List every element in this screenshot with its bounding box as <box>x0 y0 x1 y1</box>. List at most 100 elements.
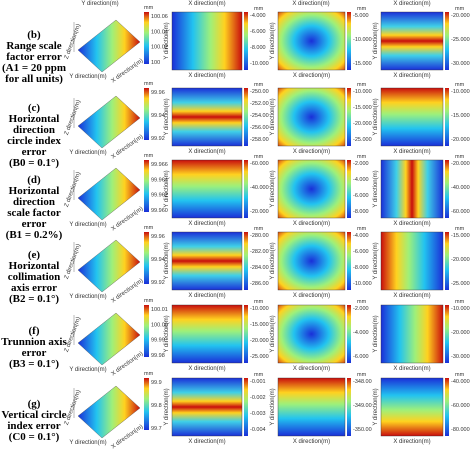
row-label: index error <box>7 420 60 432</box>
colorbar <box>144 378 149 430</box>
row-label: direction <box>13 124 55 136</box>
colorbar-tick: 99.7 <box>151 426 162 432</box>
row-label: (A1 = 20 ppm <box>2 62 66 74</box>
y-axis-label: Y direction(m) <box>69 74 106 80</box>
x-axis-label: X direction(m) <box>188 149 225 155</box>
x-axis-label: X direction(m) <box>188 221 225 227</box>
z-axis-label: Z direction(m) <box>64 23 82 60</box>
colorbar-tick: -2.000 <box>353 161 369 167</box>
colorbar <box>347 160 351 218</box>
colorbar <box>445 12 449 70</box>
colorbar-tick: -15.000 <box>353 61 372 67</box>
colorbar-tick: -6.000 <box>353 249 369 255</box>
heatmap <box>171 231 243 291</box>
colorbar-tick: -25.000 <box>250 354 269 360</box>
colorbar-tick: -0.002 <box>250 395 266 401</box>
x-axis-label: X direction(m) <box>393 149 430 155</box>
colorbar-tick: -10.000 <box>353 281 372 287</box>
x-axis-label: X direction(m) <box>110 206 144 232</box>
x-axis-label: X direction(m) <box>393 73 430 79</box>
row-label: Trunnion axis <box>1 336 67 348</box>
colorbar <box>244 12 248 70</box>
colorbar-tick: -6.000 <box>353 354 369 360</box>
colorbar-tick: -60.000 <box>451 403 470 409</box>
x-axis-label: X direction(m) <box>293 221 330 227</box>
x-axis-label: X direction(m) <box>293 293 330 299</box>
row-label: error <box>22 347 47 359</box>
x-axis-label: X direction(m) <box>393 1 430 7</box>
colorbar-tick: -20.000 <box>250 209 269 215</box>
y-axis-label: Y direction(m) <box>270 98 276 135</box>
colorbar-tick: -5.000 <box>353 13 369 19</box>
colorbar-tick: -20.000 <box>353 121 372 127</box>
row-label: circle index <box>7 135 61 147</box>
colorbar-tick: 99.962 <box>151 193 168 199</box>
colorbar-tick: -30.000 <box>451 354 470 360</box>
z-axis-label: Z direction(m) <box>64 316 82 353</box>
x-axis-label: X direction(m) <box>293 366 330 372</box>
colorbar-tick: -250.00 <box>250 89 269 95</box>
row-label: scale factor <box>7 207 61 219</box>
row-label: Horizontal <box>9 113 60 125</box>
y-axis-label: Y direction(m) <box>69 150 106 156</box>
colorbar <box>144 88 149 140</box>
row-label: (C0 = 0.1°) <box>9 431 60 443</box>
colorbar-tick: -10.000 <box>451 89 470 95</box>
colorbar-unit: mm <box>455 154 465 160</box>
y-axis-label: Y direction(m) <box>69 222 106 228</box>
x-axis-label: X direction(m) <box>110 134 144 160</box>
z-axis-label: Z direction(m) <box>64 99 82 136</box>
colorbar-tick: 99.99 <box>151 338 165 344</box>
colorbar <box>244 378 248 436</box>
row-label: error <box>22 218 47 230</box>
colorbar-tick: -256.00 <box>250 125 269 131</box>
colorbar-unit: mm <box>455 372 465 378</box>
colorbar <box>445 378 449 436</box>
heatmap <box>277 231 346 291</box>
colorbar-tick: -40.000 <box>451 185 470 191</box>
y-axis-label: Y direction(m) <box>270 315 276 352</box>
surface-3d <box>77 167 141 221</box>
colorbar-unit: mm <box>357 82 367 88</box>
colorbar-tick: -348.00 <box>353 379 372 385</box>
colorbar-tick: -6.000 <box>353 193 369 199</box>
colorbar <box>347 232 351 290</box>
heatmap <box>380 304 444 364</box>
x-axis-label: X direction(m) <box>393 221 430 227</box>
colorbar-tick: 99.94 <box>151 113 165 119</box>
row-label: axis error <box>11 282 57 294</box>
y-axis-label: Y direction(m) <box>373 98 379 135</box>
heatmap <box>277 304 346 364</box>
colorbar-tick: -20.000 <box>451 137 470 143</box>
colorbar-tick: -284.00 <box>250 265 269 271</box>
x-axis-label: X direction(m) <box>188 1 225 7</box>
y-axis-label: Y direction(m) <box>164 170 170 207</box>
colorbar <box>347 305 351 363</box>
y-axis-label: Y direction(m) <box>164 315 170 352</box>
colorbar-tick: -15.000 <box>451 233 470 239</box>
colorbar-unit: mm <box>254 154 264 160</box>
colorbar <box>347 88 351 146</box>
heatmap <box>171 11 243 71</box>
colorbar-tick: -15.000 <box>250 322 269 328</box>
row-letter: (f) <box>29 325 40 337</box>
colorbar-tick: 100.00 <box>151 322 168 328</box>
colorbar-tick: -15.000 <box>353 105 372 111</box>
colorbar-tick: -4.000 <box>353 177 369 183</box>
colorbar-tick: -349.00 <box>353 403 372 409</box>
heatmap <box>380 87 444 147</box>
y-axis-label: Y direction(m) <box>270 22 276 59</box>
colorbar <box>347 12 351 70</box>
row-letter: (e) <box>28 249 41 261</box>
colorbar-tick: -4.000 <box>353 233 369 239</box>
y-axis-label: Y direction(m) <box>270 388 276 425</box>
heatmap <box>380 11 444 71</box>
colorbar-unit: mm <box>144 5 154 11</box>
colorbar <box>244 160 248 218</box>
colorbar-tick: -8.000 <box>353 209 369 215</box>
